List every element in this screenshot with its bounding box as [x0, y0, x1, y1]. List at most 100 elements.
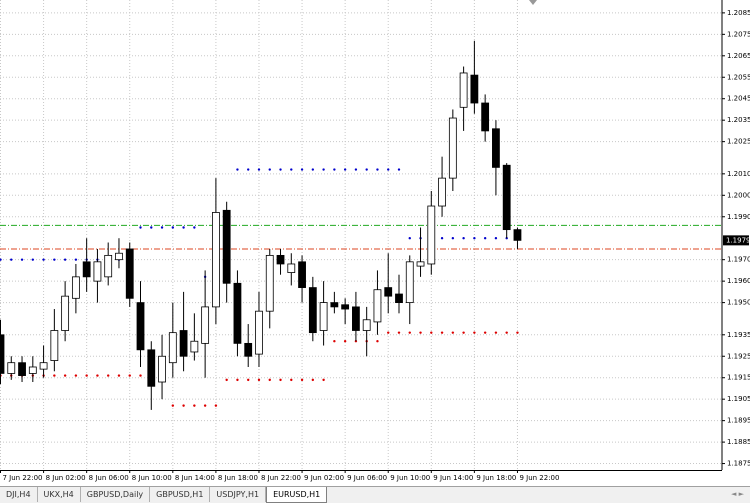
indicator-dot	[85, 374, 88, 377]
indicator-dot	[430, 331, 433, 334]
indicator-dot	[290, 168, 293, 171]
indicator-dot	[63, 374, 67, 377]
candle-body	[448, 117, 457, 179]
candle-body	[222, 209, 231, 284]
candle-body	[384, 287, 393, 297]
x-tick-label: 9 Jun 02:00	[304, 474, 344, 482]
candle-body	[61, 295, 70, 331]
y-tick-label: 1.2000	[727, 191, 750, 199]
candle-body	[104, 254, 113, 278]
indicator-dot	[505, 331, 508, 334]
y-tick-label: 1.2035	[727, 116, 750, 124]
chart-tab[interactable]: GBPUSD,Daily	[81, 487, 151, 502]
plot-area	[0, 0, 722, 470]
indicator-dot	[311, 168, 315, 171]
candle-body	[125, 248, 134, 299]
indicator-dot	[300, 378, 304, 382]
indicator-dot	[214, 404, 218, 407]
candle-body	[211, 212, 220, 308]
indicator-dot	[408, 237, 411, 240]
indicator-dot	[171, 226, 175, 229]
indicator-dot	[451, 237, 455, 240]
candle-body	[50, 330, 59, 361]
current-price-label: 1.1979	[726, 236, 750, 244]
x-tick-label: 8 Jun 18:00	[218, 474, 258, 482]
candle-body	[136, 302, 145, 351]
candle-body	[287, 263, 296, 273]
candle-body	[115, 252, 123, 261]
tab-bar: DJI,H4 UKX,H4 GBPUSD,Daily GBPUSD,H1 USDJPY,…	[0, 486, 750, 503]
candle-body	[168, 332, 177, 364]
indicator-dot	[290, 378, 293, 382]
indicator-dot	[451, 331, 455, 334]
chart-tab[interactable]: EURUSD,H1	[266, 487, 328, 503]
candle-body	[265, 254, 274, 312]
candle-body	[39, 362, 48, 370]
candle-body	[362, 319, 371, 331]
candle-body	[158, 355, 166, 383]
y-tick-label: 1.1875	[727, 460, 750, 468]
x-tick-label: 8 Jun 06:00	[89, 474, 129, 482]
chart-tab[interactable]: DJI,H4	[0, 487, 38, 502]
indicator-dot	[171, 404, 175, 407]
indicator-dot	[494, 331, 498, 334]
candle-body	[373, 289, 382, 323]
candle-body	[319, 302, 328, 331]
chart-tab[interactable]: UKX,H4	[38, 487, 81, 502]
indicator-dot	[160, 226, 164, 229]
y-tick-label: 1.1895	[727, 417, 750, 425]
y-tick-label: 1.2025	[727, 138, 750, 146]
candle-body	[201, 306, 210, 344]
indicator-dot	[107, 374, 110, 377]
indicator-dot	[193, 404, 196, 407]
indicator-dot	[247, 378, 250, 382]
y-tick-label: 1.2075	[727, 30, 750, 38]
candle-body	[481, 102, 490, 132]
x-tick-label: 8 Jun 22:00	[261, 474, 301, 482]
candle-body	[190, 340, 199, 353]
current-price-box	[723, 235, 749, 246]
indicator-dot	[236, 378, 239, 382]
x-tick-label: 7 Jun 22:00	[3, 474, 43, 482]
indicator-dot	[322, 168, 325, 171]
indicator-dot	[193, 226, 196, 229]
indicator-dot	[0, 258, 2, 261]
tab-scroll[interactable]: ◄ ►	[731, 490, 744, 498]
indicator-dot	[483, 331, 487, 334]
indicator-dot	[440, 237, 444, 240]
candle-body	[352, 306, 360, 331]
indicator-dot	[182, 404, 185, 407]
candle-body	[71, 276, 80, 299]
y-tick-label: 1.1970	[727, 256, 750, 264]
indicator-dot	[74, 258, 78, 261]
y-tick-label: 1.2055	[727, 73, 750, 81]
candle-body	[147, 349, 156, 387]
chart-tab[interactable]: GBPUSD,H1	[150, 487, 211, 502]
indicator-dot	[279, 378, 282, 382]
chart-tab[interactable]: USDJPY,H1	[210, 487, 267, 502]
indicator-dot	[408, 331, 411, 334]
candle-body	[459, 72, 468, 108]
candle-body	[255, 310, 263, 355]
indicator-dot	[236, 168, 239, 171]
candle-body	[308, 287, 317, 334]
indicator-dot	[419, 331, 422, 334]
y-tick-label: 1.2010	[727, 170, 750, 178]
candle-body	[233, 282, 242, 344]
candle-body	[28, 366, 37, 374]
indicator-dot	[279, 168, 282, 171]
indicator-dot	[225, 378, 228, 382]
indicator-dot	[268, 168, 271, 171]
y-tick-label: 1.2045	[727, 95, 750, 103]
candle-body	[93, 261, 102, 282]
x-tick-label: 9 Jun 14:00	[433, 474, 473, 482]
candle-body	[416, 261, 425, 267]
indicator-dot	[397, 168, 401, 171]
indicator-dot	[354, 168, 358, 171]
indicator-dot	[53, 374, 56, 377]
indicator-dot	[31, 258, 35, 261]
indicator-dot	[333, 340, 336, 343]
indicator-dot	[53, 258, 56, 261]
y-tick-label: 1.2065	[727, 52, 750, 60]
